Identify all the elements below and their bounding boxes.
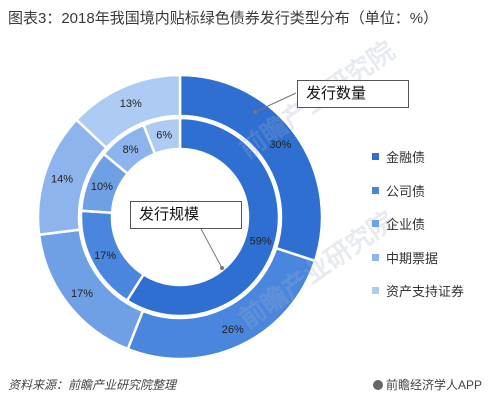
inner-label-medium-term-note: 8% bbox=[123, 144, 139, 156]
legend: 金融债 公司债 企业债 中期票据 资产支持证券 bbox=[372, 140, 464, 308]
callout-issuance-count: 发行数量 bbox=[297, 80, 409, 108]
legend-label: 资产支持证券 bbox=[386, 284, 465, 300]
legend-label: 公司债 bbox=[386, 183, 426, 199]
inner-label-financial-bond: 59% bbox=[250, 235, 272, 247]
outer-label-medium-term-note: 14% bbox=[51, 174, 73, 186]
outer-label-abs: 13% bbox=[120, 98, 142, 110]
inner-label-corporate-bond: 17% bbox=[94, 250, 116, 262]
footer: 资料来源：前瞻产业研究院整理 前瞻经济学人APP bbox=[0, 366, 488, 406]
donut-chart: 30% 26% 17% 14% 13% 59% 17% 10% 8% 6% bbox=[36, 73, 324, 361]
legend-swatch bbox=[372, 153, 379, 161]
outer-label-corporate-bond: 26% bbox=[222, 324, 244, 336]
outer-ring bbox=[36, 73, 324, 361]
outer-label-financial-bond: 30% bbox=[269, 139, 291, 151]
inner-label-enterprise-bond: 10% bbox=[91, 181, 113, 193]
legend-item-medium-term-note: 中期票据 bbox=[372, 241, 464, 275]
legend-item-abs: 资产支持证券 bbox=[372, 274, 464, 308]
chart-title: 图表3：2018年我国境内贴标绿色债券发行类型分布（单位：%） bbox=[8, 10, 439, 27]
inner-slice-abs bbox=[141, 116, 182, 156]
legend-swatch bbox=[372, 253, 379, 261]
percent-labels: 30% 26% 17% 14% 13% 59% 17% 10% 8% 6% bbox=[51, 98, 291, 336]
legend-swatch bbox=[372, 287, 379, 295]
outer-slice-abs bbox=[74, 73, 182, 150]
outer-label-enterprise-bond: 17% bbox=[71, 288, 93, 300]
legend-item-corporate-bond: 公司债 bbox=[372, 174, 464, 208]
legend-label: 金融债 bbox=[386, 150, 426, 166]
legend-label: 中期票据 bbox=[386, 250, 439, 266]
legend-item-financial-bond: 金融债 bbox=[372, 140, 464, 174]
inner-slice-financial-bond bbox=[125, 116, 281, 318]
inner-ring bbox=[79, 116, 281, 318]
legend-swatch bbox=[372, 186, 379, 194]
brand: 前瞻经济学人APP bbox=[372, 376, 482, 393]
legend-label: 企业债 bbox=[386, 217, 426, 233]
callout-issuance-scale: 发行规模 bbox=[130, 201, 242, 229]
legend-item-enterprise-bond: 企业债 bbox=[372, 207, 464, 241]
callout-leaders bbox=[199, 92, 297, 270]
brand-label: 前瞻经济学人APP bbox=[385, 378, 482, 392]
brand-logo-icon bbox=[372, 379, 383, 390]
source-note: 资料来源：前瞻产业研究院整理 bbox=[8, 378, 177, 392]
legend-swatch bbox=[372, 220, 379, 228]
inner-label-abs: 6% bbox=[156, 129, 172, 141]
